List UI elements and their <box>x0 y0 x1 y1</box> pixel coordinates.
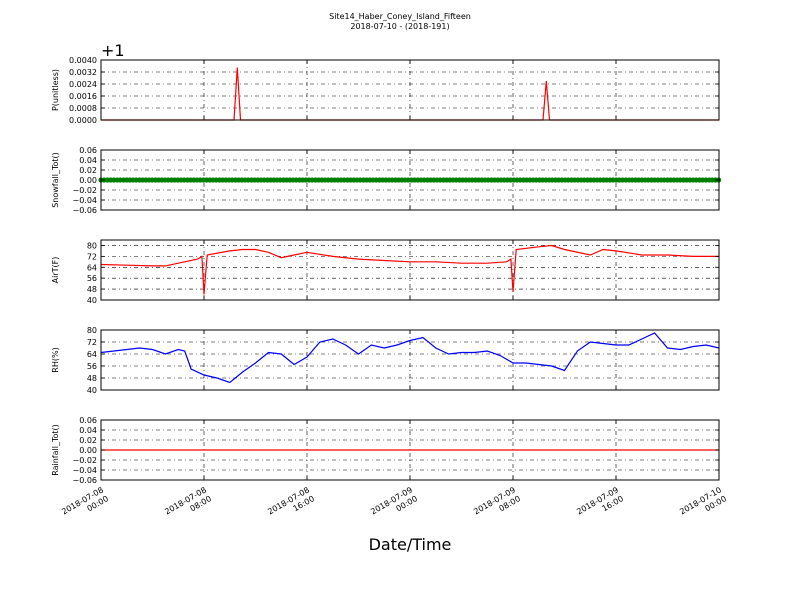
y-tick-label: 64 <box>87 263 97 272</box>
y-tick-label: 0.0040 <box>69 56 97 65</box>
y-tick-label: 64 <box>87 350 97 359</box>
panel-2: 40 48 56 64 72 80 AirT(F) <box>51 239 720 305</box>
y-tick-label: 0.0000 <box>69 116 97 125</box>
y-tick-label: −0.06 <box>72 476 97 485</box>
series-line <box>100 244 719 295</box>
y-tick-label: 80 <box>87 241 97 250</box>
y-tick-label: −0.06 <box>72 206 97 215</box>
y-tick-label: 48 <box>87 374 97 383</box>
y-tick-label: 56 <box>87 274 97 283</box>
panel-1: −0.06−0.04−0.020.000.020.040.06 Snowfall_… <box>51 146 722 215</box>
panel-3: 40 48 56 64 72 80 RH(%) <box>51 326 720 395</box>
y-tick-label: 0.04 <box>79 156 97 165</box>
y-tick-label: −0.02 <box>72 186 97 195</box>
y-tick-label: 0.0016 <box>69 92 97 101</box>
figure-title: Site14_Haber_Coney_Island_Fifteen <box>329 12 471 21</box>
y-tick-label: −0.04 <box>72 196 97 205</box>
y-tick-label: 0.02 <box>79 166 97 175</box>
y-tick-label: 40 <box>87 386 97 395</box>
y-tick-label: 0.00 <box>79 176 97 185</box>
panels: 0.00000.00080.00160.00240.00320.0040P(un… <box>51 41 722 485</box>
y-tick-label: 40 <box>87 296 97 305</box>
x-axis-label: Date/Time <box>369 535 452 554</box>
y-tick-label: 0.06 <box>79 416 97 425</box>
y-axis-label: AirT(F) <box>51 257 60 284</box>
y-tick-label: 72 <box>87 252 97 261</box>
y-tick-label: 0.0032 <box>69 68 97 77</box>
y-tick-label: 0.06 <box>79 146 97 155</box>
y-tick-label: 48 <box>87 285 97 294</box>
y-tick-label: −0.02 <box>72 456 97 465</box>
y-tick-label: 72 <box>87 338 97 347</box>
y-tick-label: 0.04 <box>79 426 97 435</box>
y-tick-label: 0.0024 <box>69 80 97 89</box>
y-axis-label: Snowfall_Tot() <box>51 152 60 208</box>
y-tick-label: 56 <box>87 362 97 371</box>
y-axis-label: P(unitless) <box>51 69 60 111</box>
y-axis-label: Rainfall_Tot() <box>51 424 60 476</box>
y-tick-label: −0.04 <box>72 466 97 475</box>
series-line <box>100 332 720 384</box>
y-tick-label: 0.0008 <box>69 104 97 113</box>
y-tick-label: 80 <box>87 326 97 335</box>
y-axis-label: RH(%) <box>51 347 60 372</box>
figure-subtitle: 2018-07-10 - (2018-191) <box>350 22 449 31</box>
panel-4: −0.06−0.04−0.020.000.020.040.06 Rainfall_… <box>51 416 720 485</box>
panel-0: 0.0000 0.0008 0.0016 0.0024 0.0032 0.0040 P(un… <box>51 41 720 125</box>
y-tick-label: 0.00 <box>79 446 97 455</box>
axis-offset-label: +1 <box>101 41 125 60</box>
y-tick-label: 0.02 <box>79 436 97 445</box>
